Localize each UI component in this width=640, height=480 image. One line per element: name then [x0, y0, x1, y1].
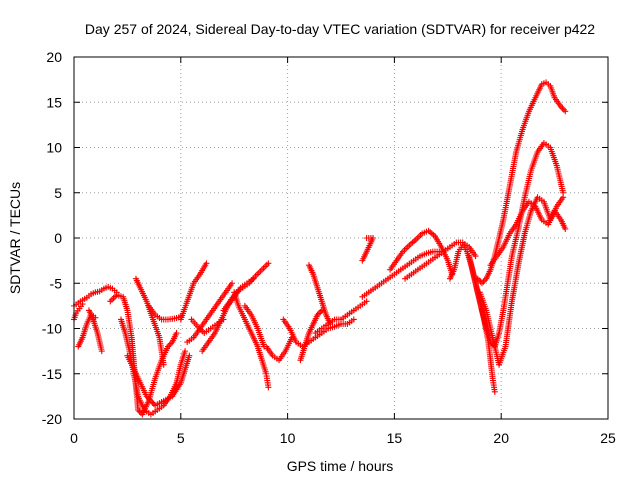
data-point: [560, 106, 567, 113]
data-point: [559, 105, 566, 112]
y-tick-label: 15: [46, 94, 62, 110]
data-point: [98, 348, 105, 355]
x-tick-label: 5: [177, 430, 185, 446]
data-point: [478, 280, 485, 287]
data-point: [560, 194, 567, 201]
chart-title: Day 257 of 2024, Sidereal Day-to-day VTE…: [85, 21, 595, 37]
x-tick-label: 20: [493, 430, 509, 446]
data-point: [562, 108, 569, 115]
data-point: [160, 361, 167, 368]
x-tick-label: 25: [600, 430, 616, 446]
x-tick-label: 15: [387, 430, 403, 446]
data-point: [363, 298, 370, 305]
x-tick-label: 0: [70, 430, 78, 446]
y-tick-label: 5: [54, 185, 62, 201]
data-point: [472, 253, 479, 260]
data-point: [203, 260, 210, 267]
y-tick-label: -15: [42, 366, 62, 382]
data-point: [173, 330, 180, 337]
y-tick-label: -5: [50, 275, 63, 291]
data-point: [79, 301, 86, 308]
x-axis-label: GPS time / hours: [287, 458, 394, 474]
y-tick-label: 20: [46, 49, 62, 65]
data-point: [491, 388, 498, 395]
data-point: [350, 316, 357, 323]
data-points: [71, 79, 569, 418]
y-tick-label: 0: [54, 230, 62, 246]
y-tick-label: -10: [42, 321, 62, 337]
data-point: [480, 278, 487, 285]
x-tick-label: 10: [280, 430, 296, 446]
y-axis-label: SDTVAR / TECUs: [7, 182, 23, 294]
data-point: [229, 280, 236, 287]
data-point: [317, 308, 324, 315]
y-tick-label: 10: [46, 140, 62, 156]
axis-ticks: 0 5 10 15 20 25 -20 -15 -10 -5 0 5 10 15 20: [42, 49, 616, 446]
data-point: [182, 348, 189, 355]
data-point: [265, 384, 272, 391]
data-point: [186, 352, 193, 359]
data-point: [562, 225, 569, 232]
data-point: [265, 260, 272, 267]
data-point: [359, 257, 366, 264]
y-tick-label: -20: [42, 411, 62, 427]
plot-frame: [73, 56, 609, 420]
